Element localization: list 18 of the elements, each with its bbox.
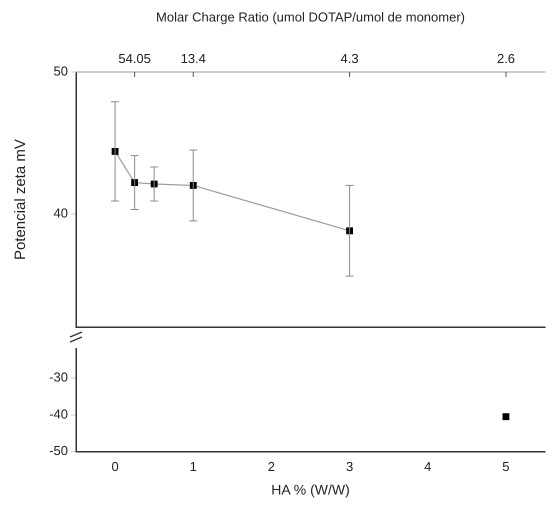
y-tick-label: 50: [54, 64, 68, 79]
x2-axis-title: Molar Charge Ratio (umol DOTAP/umol de monomer): [156, 9, 465, 24]
y-tick-label: -40: [49, 406, 68, 422]
x-tick-label: 1: [190, 458, 197, 474]
annotation: 54.05: [118, 51, 151, 66]
y-tick-label: -30: [49, 370, 68, 385]
x-axis-title: HA % (W/W): [271, 481, 350, 498]
annotation: 13.4: [180, 51, 206, 66]
y-tick-label: 40: [54, 205, 68, 220]
x-tick-label: 0: [111, 458, 119, 474]
text: 2.6: [496, 51, 516, 66]
x-tick-label: 3: [346, 458, 354, 474]
x-tick-label: 2: [268, 458, 276, 474]
y-tick-label: -50: [49, 443, 68, 458]
x-tick-label: 4: [424, 458, 432, 474]
x-tick-label: 5: [502, 458, 510, 474]
y-axis-title: Potencial zeta mV: [12, 139, 30, 260]
annotation: 4.3: [340, 51, 359, 66]
